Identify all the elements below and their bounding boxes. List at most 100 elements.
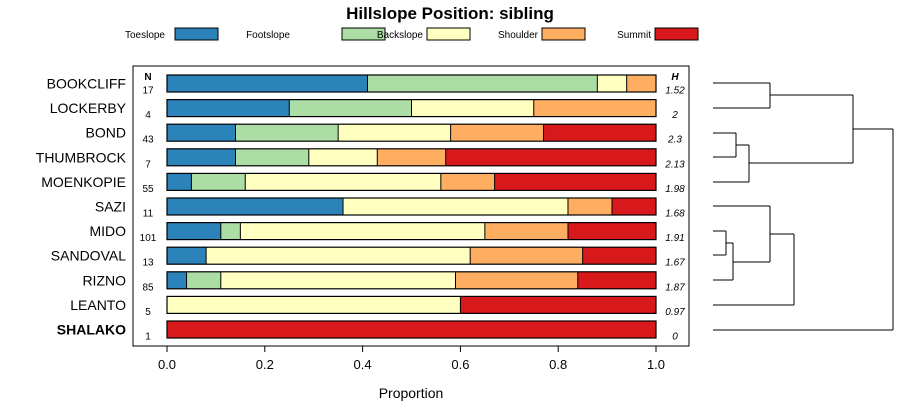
bar-segment-sandoval-backslope — [206, 247, 471, 265]
bar-outline-mido — [166, 222, 657, 241]
legend-label-shoulder: Shoulder — [498, 30, 539, 41]
n-value-shalako: 1 — [145, 332, 151, 343]
bar-segment-bookcliff-footslope — [367, 75, 598, 92]
bar-segment-moenkopie-toeslope — [167, 173, 192, 191]
bar-segment-moenkopie-shoulder — [440, 173, 495, 191]
bar-row-lockerby — [166, 98, 657, 118]
x-tick-label: 0.0 — [158, 357, 176, 372]
bar-segment-lockerby-toeslope — [167, 99, 290, 117]
bar-segment-sazi-toeslope — [167, 198, 344, 215]
dendrogram-branch — [713, 82, 771, 109]
bar-segment-bookcliff-backslope — [597, 75, 627, 92]
dendrogram-branch — [713, 128, 894, 331]
legend-swatch-summit — [654, 27, 699, 41]
bar-row-bond — [166, 123, 657, 142]
chart-title: Hillslope Position: sibling — [346, 4, 554, 23]
bar-row-sazi — [166, 197, 657, 216]
bar-segment-bond-backslope — [338, 124, 451, 142]
x-tick-label: 0.2 — [256, 357, 274, 372]
bar-segment-rizno-backslope — [220, 271, 456, 289]
bar-segment-mido-backslope — [240, 222, 485, 240]
bar-outline-bookcliff — [166, 74, 657, 93]
bar-row-leanto — [166, 295, 657, 314]
n-value-leanto: 5 — [145, 307, 151, 318]
bar-segment-bookcliff-toeslope — [167, 75, 368, 92]
legend-swatch-footslope — [341, 27, 386, 41]
x-tick-label: 0.6 — [451, 357, 469, 372]
x-axis-label: Proportion — [379, 385, 444, 401]
bar-row-mido — [166, 222, 657, 241]
h-value-mido: 1.91 — [665, 233, 684, 244]
h-value-sazi: 1.68 — [665, 209, 685, 220]
h-value-sandoval: 1.67 — [665, 258, 685, 269]
bar-segment-mido-summit — [567, 222, 656, 240]
category-label-rizno: RIZNO — [82, 272, 126, 288]
category-label-bookcliff: BOOKCLIFF — [47, 76, 126, 92]
bar-segment-sandoval-shoulder — [470, 247, 583, 265]
bar-row-sandoval — [166, 246, 657, 265]
bar-outline-sazi — [166, 197, 657, 216]
bar-segment-thumbrock-toeslope — [167, 148, 236, 166]
bar-segment-bond-shoulder — [450, 124, 544, 142]
bar-segment-sazi-summit — [611, 198, 656, 215]
bar-segment-bond-toeslope — [167, 124, 236, 142]
bar-segment-thumbrock-backslope — [308, 148, 378, 166]
x-axis: 0.0 0.2 0.4 0.6 0.8 1.0 — [158, 346, 665, 372]
legend-swatch-toeslope — [174, 27, 219, 41]
n-value-sandoval: 13 — [142, 258, 154, 269]
h-value-bond: 2.3 — [667, 135, 682, 146]
category-label-mido: MIDO — [89, 223, 126, 239]
bar-outline-thumbrock — [166, 148, 657, 167]
h-value-leanto: 0.97 — [665, 307, 685, 318]
bars — [166, 74, 657, 339]
h-value-shalako: 0 — [672, 332, 678, 343]
x-tick-label: 1.0 — [647, 357, 665, 372]
n-column-header: N — [144, 72, 151, 83]
bar-outline-moenkopie — [166, 172, 657, 191]
bar-segment-lockerby-shoulder — [533, 99, 656, 117]
h-value-bookcliff: 1.52 — [665, 86, 685, 97]
category-label-leanto: LEANTO — [70, 297, 126, 313]
x-tick-label: 0.4 — [354, 357, 372, 372]
bar-segment-mido-shoulder — [484, 222, 568, 240]
bar-outline-bond — [166, 123, 657, 142]
h-value-rizno: 1.87 — [665, 282, 685, 293]
legend-label-summit: Summit — [617, 30, 651, 41]
category-label-thumbrock: THUMBROCK — [36, 149, 127, 165]
dendrogram-branch — [713, 144, 750, 183]
dendrogram — [713, 82, 894, 331]
h-value-thumbrock: 2.13 — [664, 159, 685, 170]
n-value-moenkopie: 55 — [142, 184, 154, 195]
n-value-rizno: 85 — [142, 282, 154, 293]
bar-segment-lockerby-footslope — [289, 99, 412, 117]
bar-segment-thumbrock-summit — [445, 148, 656, 166]
dendrogram-branch — [713, 230, 727, 256]
category-label-moenkopie: MOENKOPIE — [41, 174, 126, 190]
bar-row-shalako — [166, 320, 657, 339]
legend-label-toeslope: Toeslope — [125, 30, 165, 41]
legend-swatch-shoulder — [541, 27, 586, 41]
category-label-shalako: SHALAKO — [57, 322, 126, 338]
dendrogram-branch — [713, 132, 737, 158]
bar-segment-mido-toeslope — [167, 222, 221, 240]
bar-segment-rizno-footslope — [186, 271, 221, 289]
h-value-lockerby: 2 — [671, 110, 678, 121]
n-value-bookcliff: 17 — [142, 86, 154, 97]
legend-label-footslope: Footslope — [246, 30, 290, 41]
bar-segment-leanto-summit — [460, 296, 656, 314]
n-value-thumbrock: 7 — [145, 159, 151, 170]
bar-segment-rizno-summit — [577, 271, 656, 289]
bar-row-moenkopie — [166, 172, 657, 191]
bar-segment-thumbrock-shoulder — [377, 148, 446, 166]
bar-segment-thumbrock-footslope — [235, 148, 309, 166]
bar-outline-shalako — [166, 320, 657, 339]
h-column-header: H — [671, 72, 679, 83]
dendrogram-branch — [749, 94, 854, 164]
bar-outline-lockerby — [166, 98, 657, 118]
bar-segment-shalako-summit — [167, 321, 656, 338]
legend-label-backslope: Backslope — [377, 30, 424, 41]
bar-row-bookcliff — [166, 74, 657, 93]
bar-segment-sazi-backslope — [343, 198, 568, 215]
category-label-sazi: SAZI — [95, 199, 126, 215]
